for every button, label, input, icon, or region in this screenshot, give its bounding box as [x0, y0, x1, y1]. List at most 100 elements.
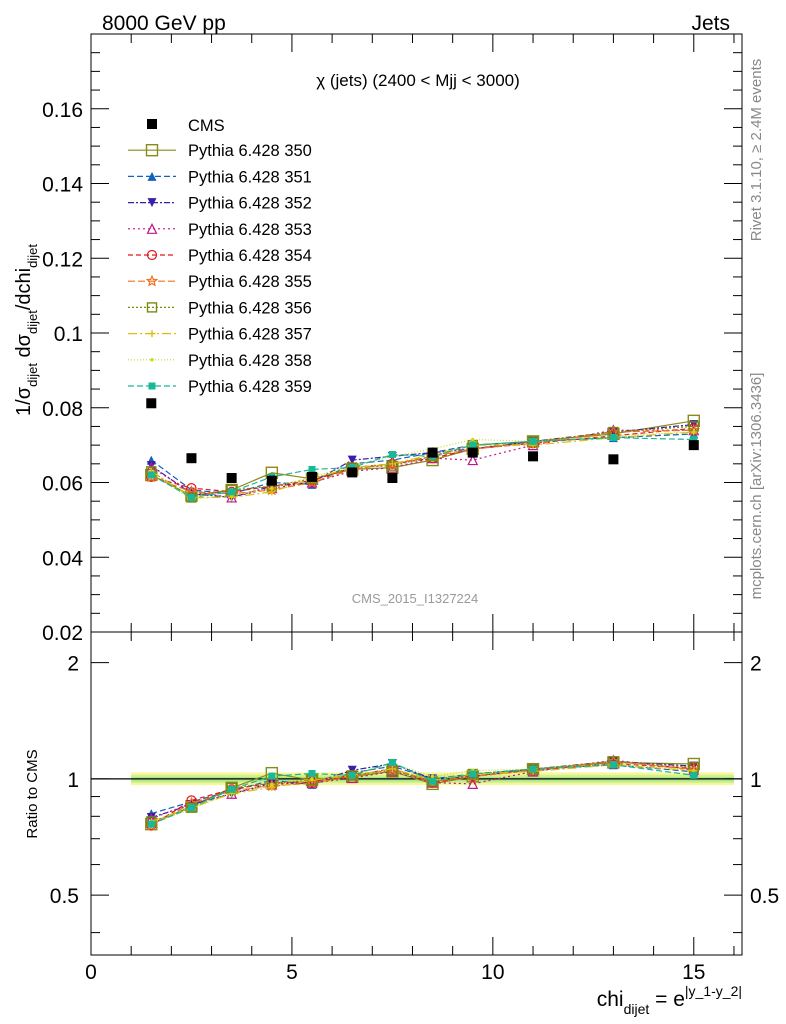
series-point-ratio	[310, 777, 314, 781]
legend-label: Pythia 6.428 356	[188, 299, 312, 317]
series-point-ratio	[429, 777, 437, 785]
data-point	[608, 454, 619, 465]
y-tick-label-main: 0.02	[42, 622, 83, 645]
series-point-ratio	[529, 765, 537, 773]
series-point-main	[270, 486, 274, 490]
legend-marker	[148, 330, 156, 338]
svg-text:1/σdijet dσdijet/dchidijet: 1/σdijet dσdijet/dchidijet	[13, 244, 40, 416]
series-line-main	[151, 437, 694, 499]
series-line-ratio	[151, 760, 694, 827]
legend-label: CMS	[188, 117, 225, 135]
x-axis-label: chidijet = e|y_1-y_2|	[597, 983, 742, 1017]
y-tick-label-ratio: 2	[67, 653, 79, 676]
legend-label: Pythia 6.428 354	[188, 247, 312, 265]
data-point	[528, 451, 539, 462]
watermark: CMS_2015_I1327224	[352, 591, 479, 606]
series-point-ratio	[467, 778, 479, 789]
legend-label: Pythia 6.428 359	[188, 378, 312, 396]
series-point-ratio	[147, 820, 155, 828]
y-tick-label-ratio: 0.5	[50, 885, 79, 908]
series-point-ratio	[270, 782, 274, 787]
series-point-main	[609, 434, 617, 442]
series-point-main	[471, 437, 475, 442]
legend-label: Pythia 6.428 357	[188, 326, 312, 344]
mcplots-label: mcplots.cern.ch [arXiv:1306.3436]	[748, 373, 765, 600]
y-tick-label-ratio-right: 2	[750, 653, 762, 676]
legend-label: Pythia 6.428 358	[188, 352, 312, 370]
series-point-main	[147, 471, 155, 479]
series-line-main	[150, 431, 694, 498]
legend-marker	[150, 358, 154, 362]
legend-marker	[147, 198, 157, 208]
series-point-main	[467, 454, 479, 466]
data-point	[307, 471, 318, 482]
x-tick-label: 0	[85, 961, 97, 984]
series-layer	[145, 398, 701, 831]
y-tick-label-main: 0.12	[42, 248, 83, 271]
data-point	[427, 447, 438, 458]
chart-title: χ (jets) (2400 < Mjj < 3000)	[316, 71, 520, 90]
series-line-main	[151, 429, 694, 495]
ratio-axis-label: Ratio to CMS	[24, 749, 41, 838]
data-point	[146, 398, 157, 409]
series-point-main	[388, 450, 396, 458]
legend-marker	[146, 249, 158, 261]
rivet-label: Rivet 3.1.10, ≥ 2.4M events	[748, 59, 765, 242]
series-point-ratio	[348, 771, 356, 779]
series-point-main	[308, 465, 316, 473]
series-point-main	[388, 460, 396, 468]
legend-marker	[145, 274, 159, 287]
series-point-ratio	[145, 818, 158, 831]
series-point-main	[187, 493, 195, 501]
svg-text:chidijet = e|y_1-y_2|: chidijet = e|y_1-y_2|	[597, 983, 742, 1017]
x-tick-label: 10	[481, 961, 504, 984]
y-axis-label-main: 1/σdijet dσdijet/dchidijet	[13, 244, 40, 416]
series-point-main	[692, 430, 696, 434]
data-point	[347, 467, 358, 478]
series-point-main	[347, 455, 357, 465]
series-point-ratio	[388, 765, 396, 773]
legend: CMS Pythia 6.428 350 Pythia 6.428 351 Pythi…	[128, 117, 312, 396]
legend-label: Pythia 6.428 352	[188, 195, 312, 213]
series-line-ratio	[151, 764, 694, 823]
data-point	[387, 473, 398, 484]
legend-marker	[148, 382, 156, 390]
legend-marker	[147, 171, 157, 181]
y-tick-label-main: 0.14	[42, 174, 83, 197]
y-tick-label-main: 0.16	[42, 99, 83, 122]
data-point	[467, 447, 478, 458]
series-line-main	[150, 431, 694, 500]
legend-label: Pythia 6.428 350	[188, 142, 312, 160]
series-point-ratio	[228, 785, 236, 793]
data-point	[226, 473, 237, 484]
y-tick-label-main: 0.08	[42, 398, 83, 421]
data-point	[186, 453, 197, 464]
data-series-cms	[146, 398, 699, 486]
series-point-ratio	[268, 772, 276, 780]
ratio-panel: 0 5 10 15 0.5 0.5 1 1 2 2	[50, 631, 779, 984]
series-point-ratio	[388, 758, 396, 766]
legend-marker	[146, 222, 158, 234]
legend-label: Pythia 6.428 355	[188, 273, 312, 291]
series-point-ratio	[692, 768, 696, 773]
series-point-ratio	[186, 802, 197, 813]
series-line-main	[150, 425, 694, 499]
series-point-ratio	[609, 761, 617, 769]
legend-marker	[145, 143, 159, 157]
x-tick-label: 5	[286, 961, 298, 984]
series-point-main	[228, 488, 236, 496]
legend-label: Pythia 6.428 351	[188, 168, 312, 186]
header-right: Jets	[691, 12, 730, 35]
series-point-main	[146, 461, 156, 471]
series-point-main	[690, 436, 698, 444]
series-point-ratio	[347, 770, 358, 781]
header-left: 8000 GeV pp	[102, 12, 226, 35]
series-point-main	[469, 441, 477, 449]
ratio-frame	[90, 631, 743, 956]
legend-marker	[147, 119, 157, 129]
series-point-main	[529, 437, 537, 445]
series-point-ratio	[430, 774, 435, 779]
legend-marker	[146, 302, 158, 313]
series-line-ratio	[151, 759, 694, 820]
